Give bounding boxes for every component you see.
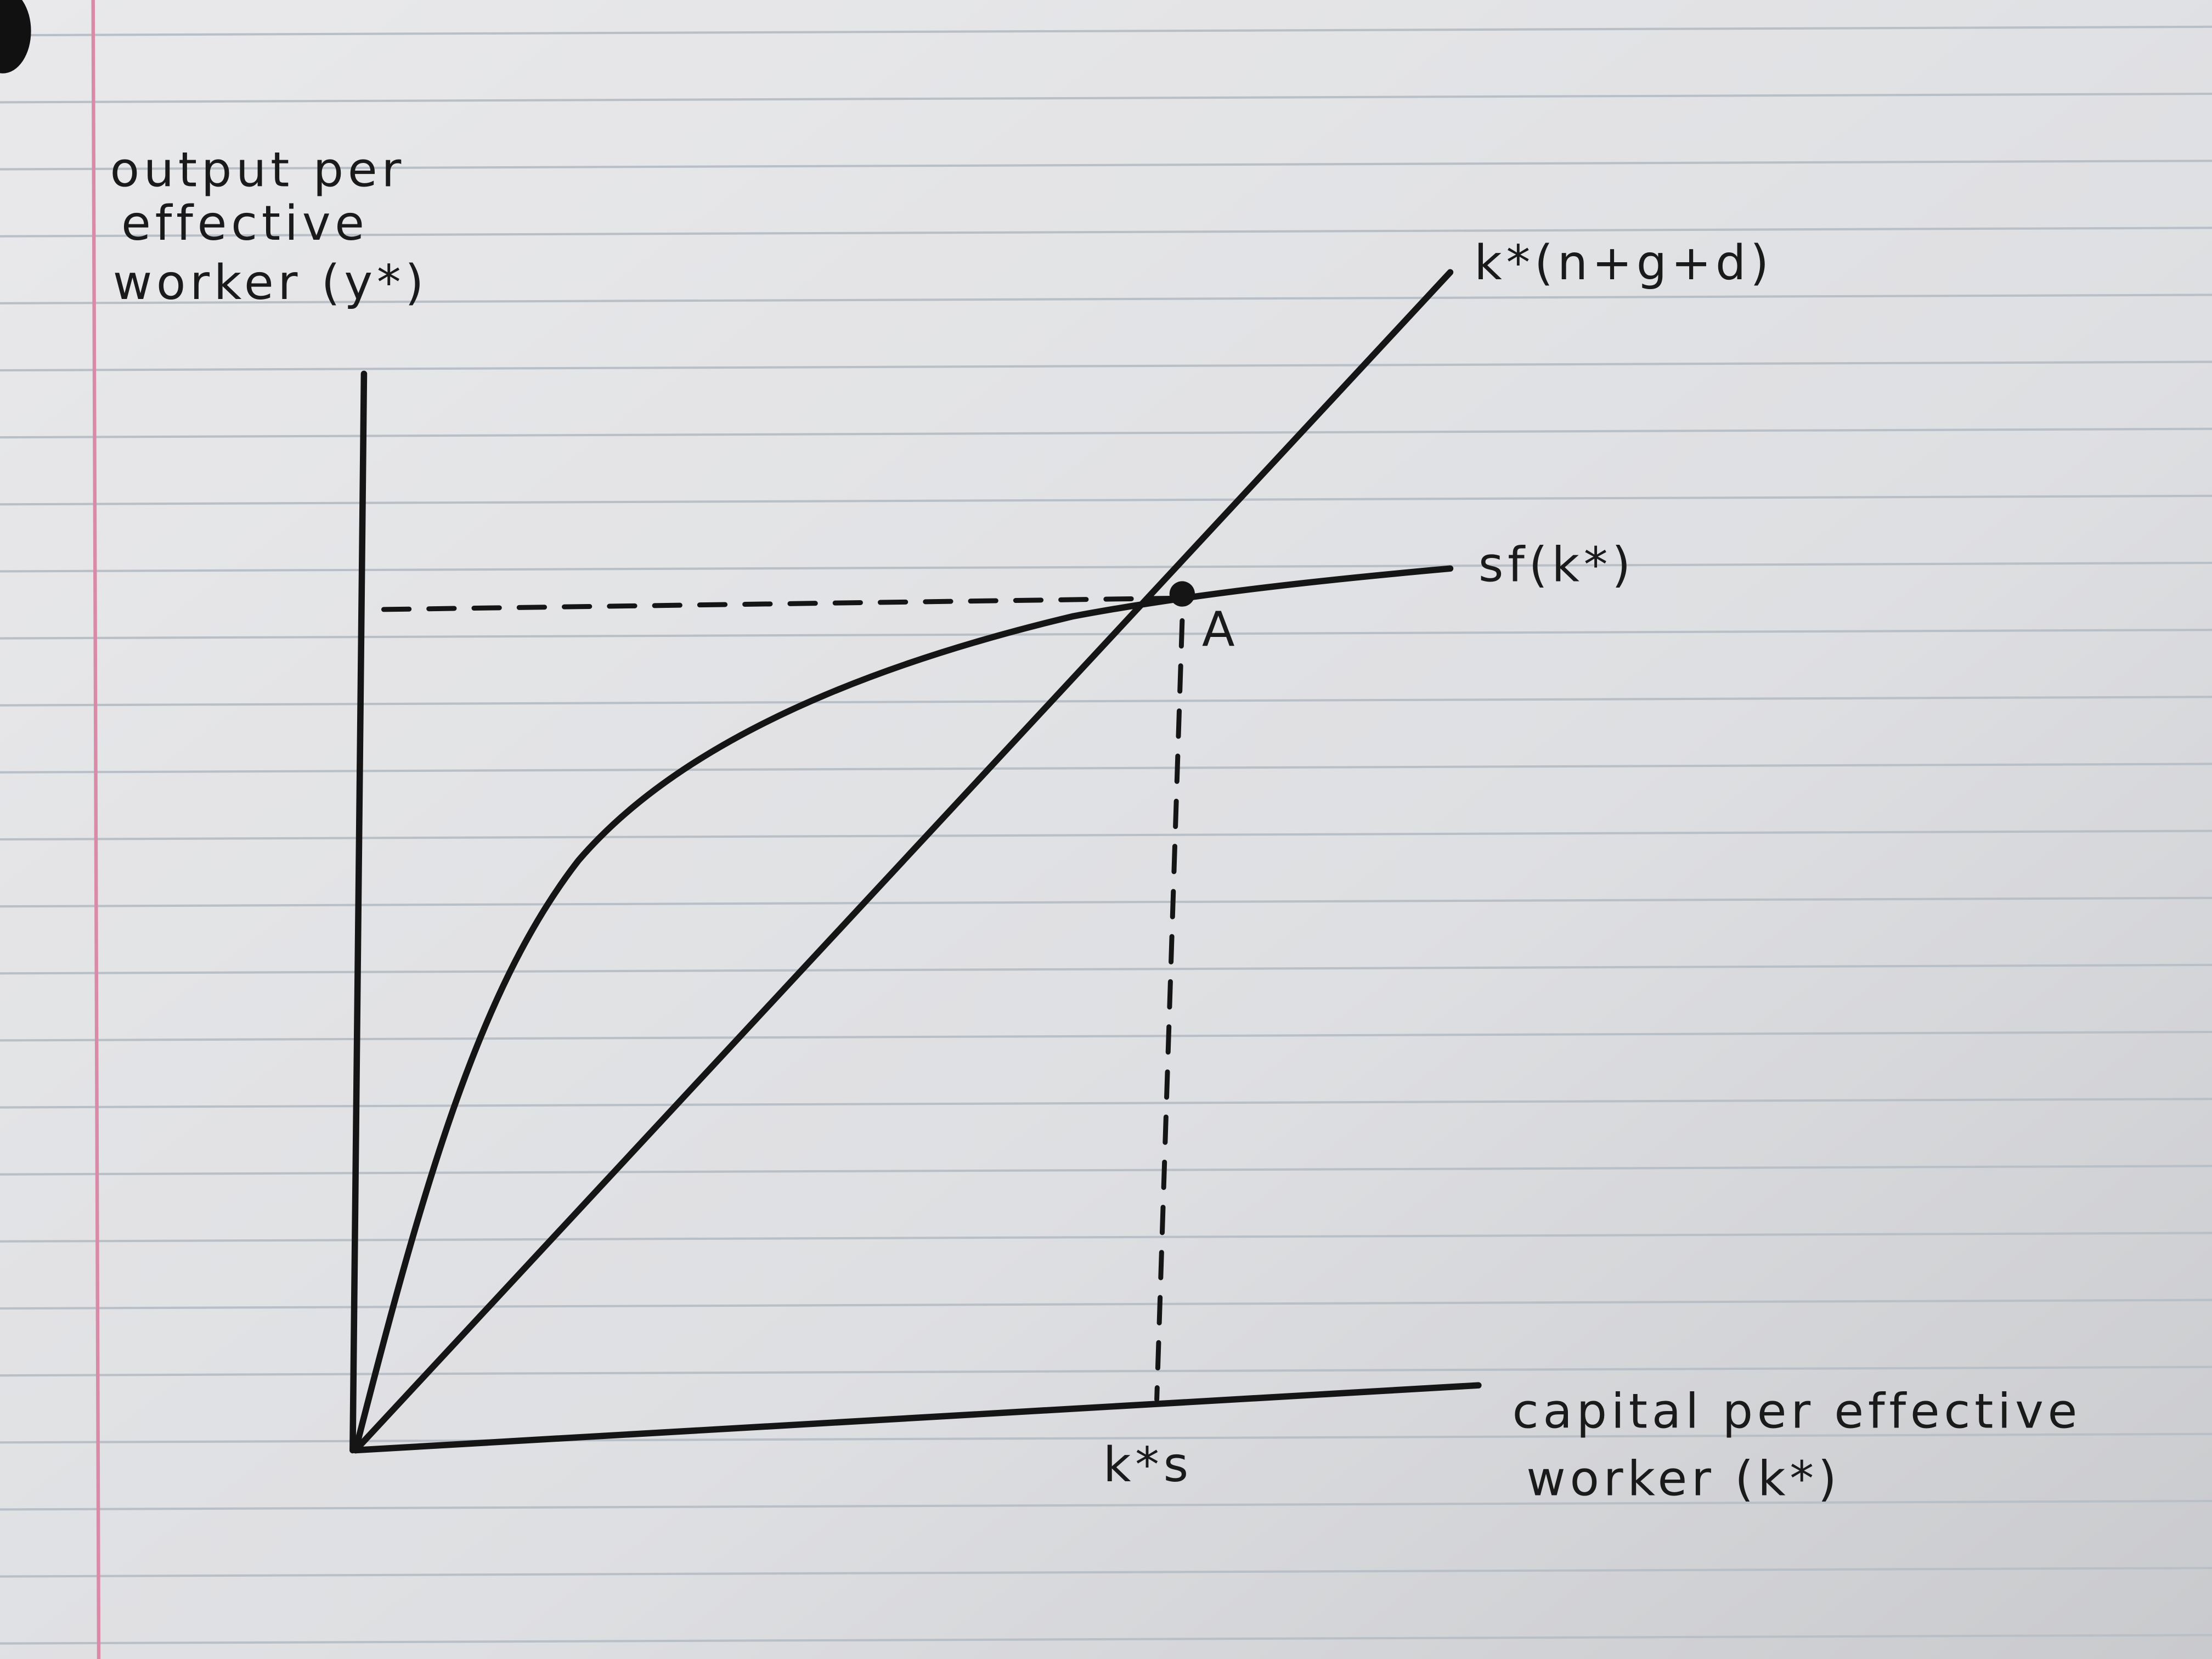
ruled-line [0,1365,2212,1377]
ruled-line [0,92,2212,104]
ruled-line [0,1432,2212,1444]
x-marker-label: k*s [1103,1437,1193,1493]
ruled-line [0,1634,2212,1645]
ruled-line [0,963,2212,975]
y-axis-label: effective [121,195,369,251]
x-axis-label: capital per effective [1513,1383,2081,1439]
ruled-line [0,294,2212,304]
ruled-line [0,227,2212,238]
y-axis [349,370,368,1454]
y-axis-label: worker (y*) [113,255,428,311]
ruled-line [0,561,2212,573]
ruled-line [0,696,2212,707]
ruled-line [0,1165,2212,1176]
x-axis-label: worker (k*) [1526,1451,1841,1507]
ruled-line [0,1567,2212,1578]
x-axis [352,1382,1482,1454]
point-label: A [1202,602,1239,658]
ruled-line [0,1499,2212,1511]
savings-curve [352,565,1454,1454]
margin-line [91,0,101,1659]
ruled-line [0,1098,2212,1109]
steady-state-point [1169,581,1195,607]
binder-hole [0,0,31,74]
ruled-line [0,830,2212,841]
ruled-lines [0,25,2212,1645]
ruled-line [0,629,2212,640]
ruled-line [0,1232,2212,1243]
ruled-line [0,1030,2212,1042]
ruled-line [0,763,2212,774]
depreciation-line [352,269,1454,1454]
ruled-line [0,427,2212,439]
ruled-line [0,494,2212,506]
ruled-line [0,896,2212,908]
ruled-line [0,360,2212,372]
line-label: k*(n+g+d) [1474,235,1773,291]
ruled-line [0,1299,2212,1310]
ruled-line [0,25,2212,37]
curve-label: sf(k*) [1479,537,1635,592]
y-axis-label: output per [110,142,405,198]
ruled-line [0,160,2212,171]
dashed-vertical [1154,618,1185,1402]
